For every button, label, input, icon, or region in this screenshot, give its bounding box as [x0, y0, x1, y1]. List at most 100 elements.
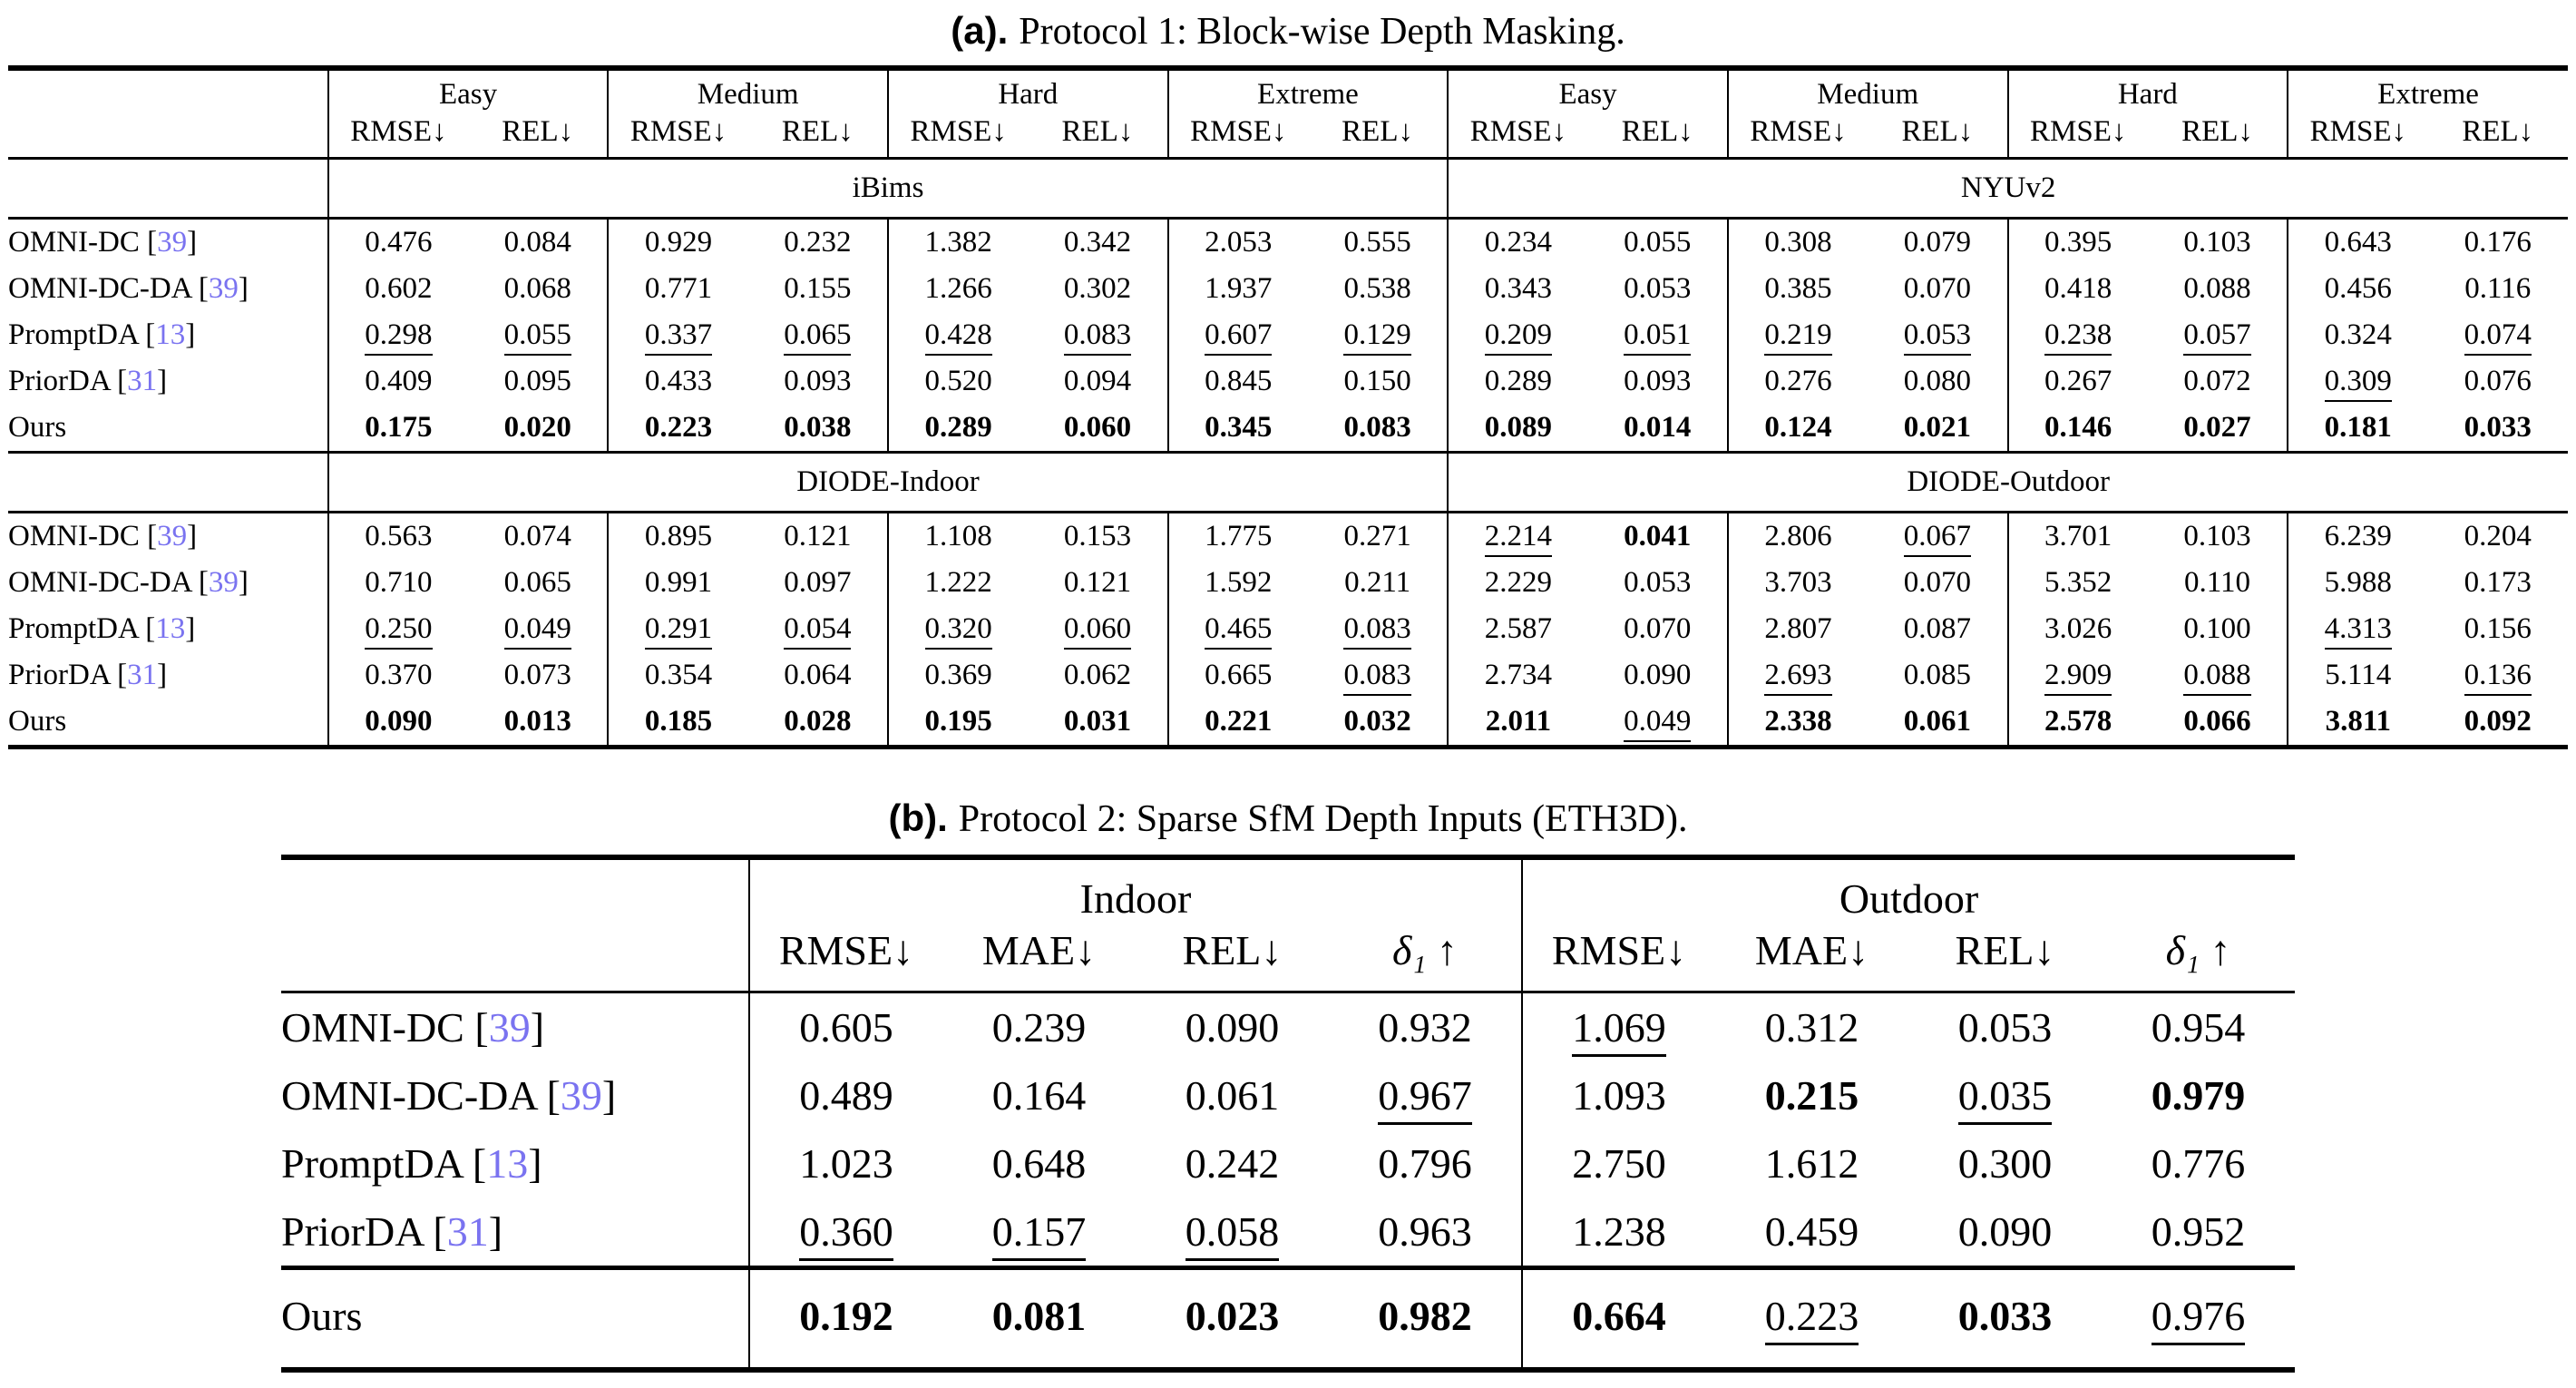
corner-cell: [8, 451, 329, 513]
value-cell: 0.219: [1726, 312, 1869, 358]
value-cell: 0.070: [1868, 560, 2007, 606]
value-cell: 0.489: [749, 1061, 942, 1129]
metric-value: 0.895: [644, 520, 713, 552]
method-label: PromptDA: [8, 318, 139, 351]
method-cell: Ours: [280, 1266, 750, 1370]
citation-link[interactable]: 13: [486, 1140, 529, 1187]
value-cell: 0.087: [1868, 606, 2007, 652]
value-cell: 0.343: [1447, 266, 1588, 312]
value-cell: 2.909: [2006, 652, 2148, 699]
metric-value: 0.563: [365, 520, 433, 552]
metric-value: 0.665: [1205, 659, 1273, 691]
value-cell: 0.076: [2427, 358, 2568, 405]
value-cell: 0.459: [1715, 1197, 1908, 1268]
method-cell: OMNI-DC-DA [39]: [8, 266, 329, 312]
table-row: OMNI-DC-DA [39] 0.602 0.068 0.771 0.155 1.266…: [8, 266, 2568, 312]
value-cell: 0.150: [1308, 358, 1448, 405]
metric-value: 0.054: [784, 612, 852, 650]
citation-link[interactable]: 39: [488, 1004, 531, 1051]
corner-cell: [8, 113, 329, 160]
metric-value: 0.041: [1624, 520, 1692, 552]
citation-link[interactable]: 39: [157, 226, 188, 259]
value-cell: 0.083: [1308, 606, 1448, 652]
metric-value: 0.312: [1764, 1004, 1859, 1051]
value-cell: 0.954: [2102, 992, 2295, 1062]
method-label: Ours: [8, 705, 67, 738]
metric-value: 0.155: [784, 272, 852, 305]
metric-value: 0.100: [2183, 612, 2251, 645]
citation-link[interactable]: 39: [560, 1072, 602, 1119]
value-cell: 0.175: [328, 405, 468, 453]
citation-link[interactable]: 39: [208, 272, 239, 305]
metric-value: 0.065: [503, 566, 571, 599]
metric-value: 0.289: [924, 411, 992, 444]
metric-value: 0.215: [1764, 1072, 1859, 1119]
method-cell: PromptDA [13]: [8, 312, 329, 358]
value-cell: 0.976: [2102, 1266, 2296, 1370]
value-cell: 0.308: [1726, 218, 1869, 266]
metric-value: 0.083: [1343, 612, 1411, 650]
metric-header: REL↓: [1307, 113, 1449, 160]
value-cell: 0.370: [328, 652, 468, 699]
value-cell: 0.648: [942, 1129, 1136, 1197]
method-cell: OMNI-DC-DA [39]: [280, 1061, 750, 1129]
table-row: OMNI-DC [39] 0.605 0.239 0.090 0.932 1.069 0.3…: [280, 992, 2295, 1062]
citation-link[interactable]: 39: [157, 520, 188, 552]
method-cell: OMNI-DC [39]: [8, 218, 329, 266]
value-cell: 0.232: [748, 219, 888, 267]
metric-header: REL↓: [747, 113, 888, 160]
value-cell: 1.108: [886, 512, 1029, 560]
metric-value: 0.150: [1343, 365, 1411, 397]
metric-header: RMSE↓: [886, 113, 1029, 160]
value-cell: 3.026: [2006, 606, 2148, 652]
citation-link[interactable]: 31: [446, 1208, 489, 1255]
value-cell: 0.776: [2102, 1129, 2295, 1197]
value-cell: 0.028: [748, 699, 888, 748]
metric-value: 0.300: [1957, 1140, 2053, 1187]
value-cell: 0.129: [1308, 312, 1448, 358]
value-cell: 0.664: [1521, 1266, 1715, 1370]
value-cell: 1.023: [749, 1129, 942, 1197]
ours-row: Ours 0.192 0.081 0.023 0.982 0.664 0.223 0.033 0…: [280, 1266, 2296, 1370]
header-row-groups: Indoor Outdoor: [280, 857, 2296, 924]
metric-value: 0.027: [2183, 411, 2251, 444]
table-row: OMNI-DC-DA [39] 0.489 0.164 0.061 0.967 1.093…: [280, 1061, 2295, 1129]
value-cell: 0.035: [1908, 1061, 2102, 1129]
protocol1-table: Easy Medium Hard Extreme Easy Medium Hard Extre…: [8, 65, 2568, 749]
value-cell: 0.023: [1135, 1266, 1329, 1370]
metric-value: 0.195: [924, 705, 992, 738]
citation-link[interactable]: 39: [208, 566, 239, 599]
value-cell: 0.074: [2427, 312, 2568, 358]
metric-header: RMSE↓: [1521, 924, 1715, 993]
metric-value: 0.090: [1624, 659, 1692, 691]
value-cell: 0.345: [1166, 405, 1308, 453]
table-row: Ours 0.175 0.020 0.223 0.038 0.289 0.060 0.345 0…: [8, 405, 2568, 453]
metric-value: 0.776: [2151, 1140, 2246, 1187]
metric-value: 0.093: [1624, 365, 1692, 397]
citation-link[interactable]: 31: [127, 659, 158, 691]
metric-value: 0.223: [1764, 1293, 1859, 1346]
value-cell: 2.053: [1166, 218, 1308, 266]
metric-header: RMSE↓: [1447, 113, 1588, 160]
value-cell: 0.083: [1308, 652, 1448, 699]
metric-value: 2.806: [1764, 520, 1832, 552]
citation-link[interactable]: 31: [127, 365, 158, 397]
metric-value: 0.060: [1063, 612, 1132, 650]
citation-link[interactable]: 13: [155, 318, 186, 351]
metric-value: 0.021: [1903, 411, 1971, 444]
metric-value: 0.845: [1205, 365, 1273, 397]
metric-value: 0.291: [644, 612, 713, 650]
metric-value: 0.605: [799, 1004, 893, 1051]
value-cell: 0.643: [2287, 218, 2428, 266]
table-row: PromptDA [13] 1.023 0.648 0.242 0.796 2.750 1.…: [280, 1129, 2295, 1197]
metric-value: 0.520: [924, 365, 992, 397]
citation-link[interactable]: 13: [155, 612, 186, 645]
metric-value: 0.060: [1063, 411, 1132, 444]
value-cell: 0.021: [1868, 405, 2007, 453]
col-group-header-hard: Hard: [887, 68, 1168, 113]
value-cell: 0.605: [749, 992, 942, 1062]
metric-value: 0.952: [2151, 1208, 2246, 1255]
value-cell: 0.053: [1588, 560, 1728, 606]
value-cell: 0.124: [1726, 405, 1869, 453]
value-cell: 2.807: [1726, 606, 1869, 652]
